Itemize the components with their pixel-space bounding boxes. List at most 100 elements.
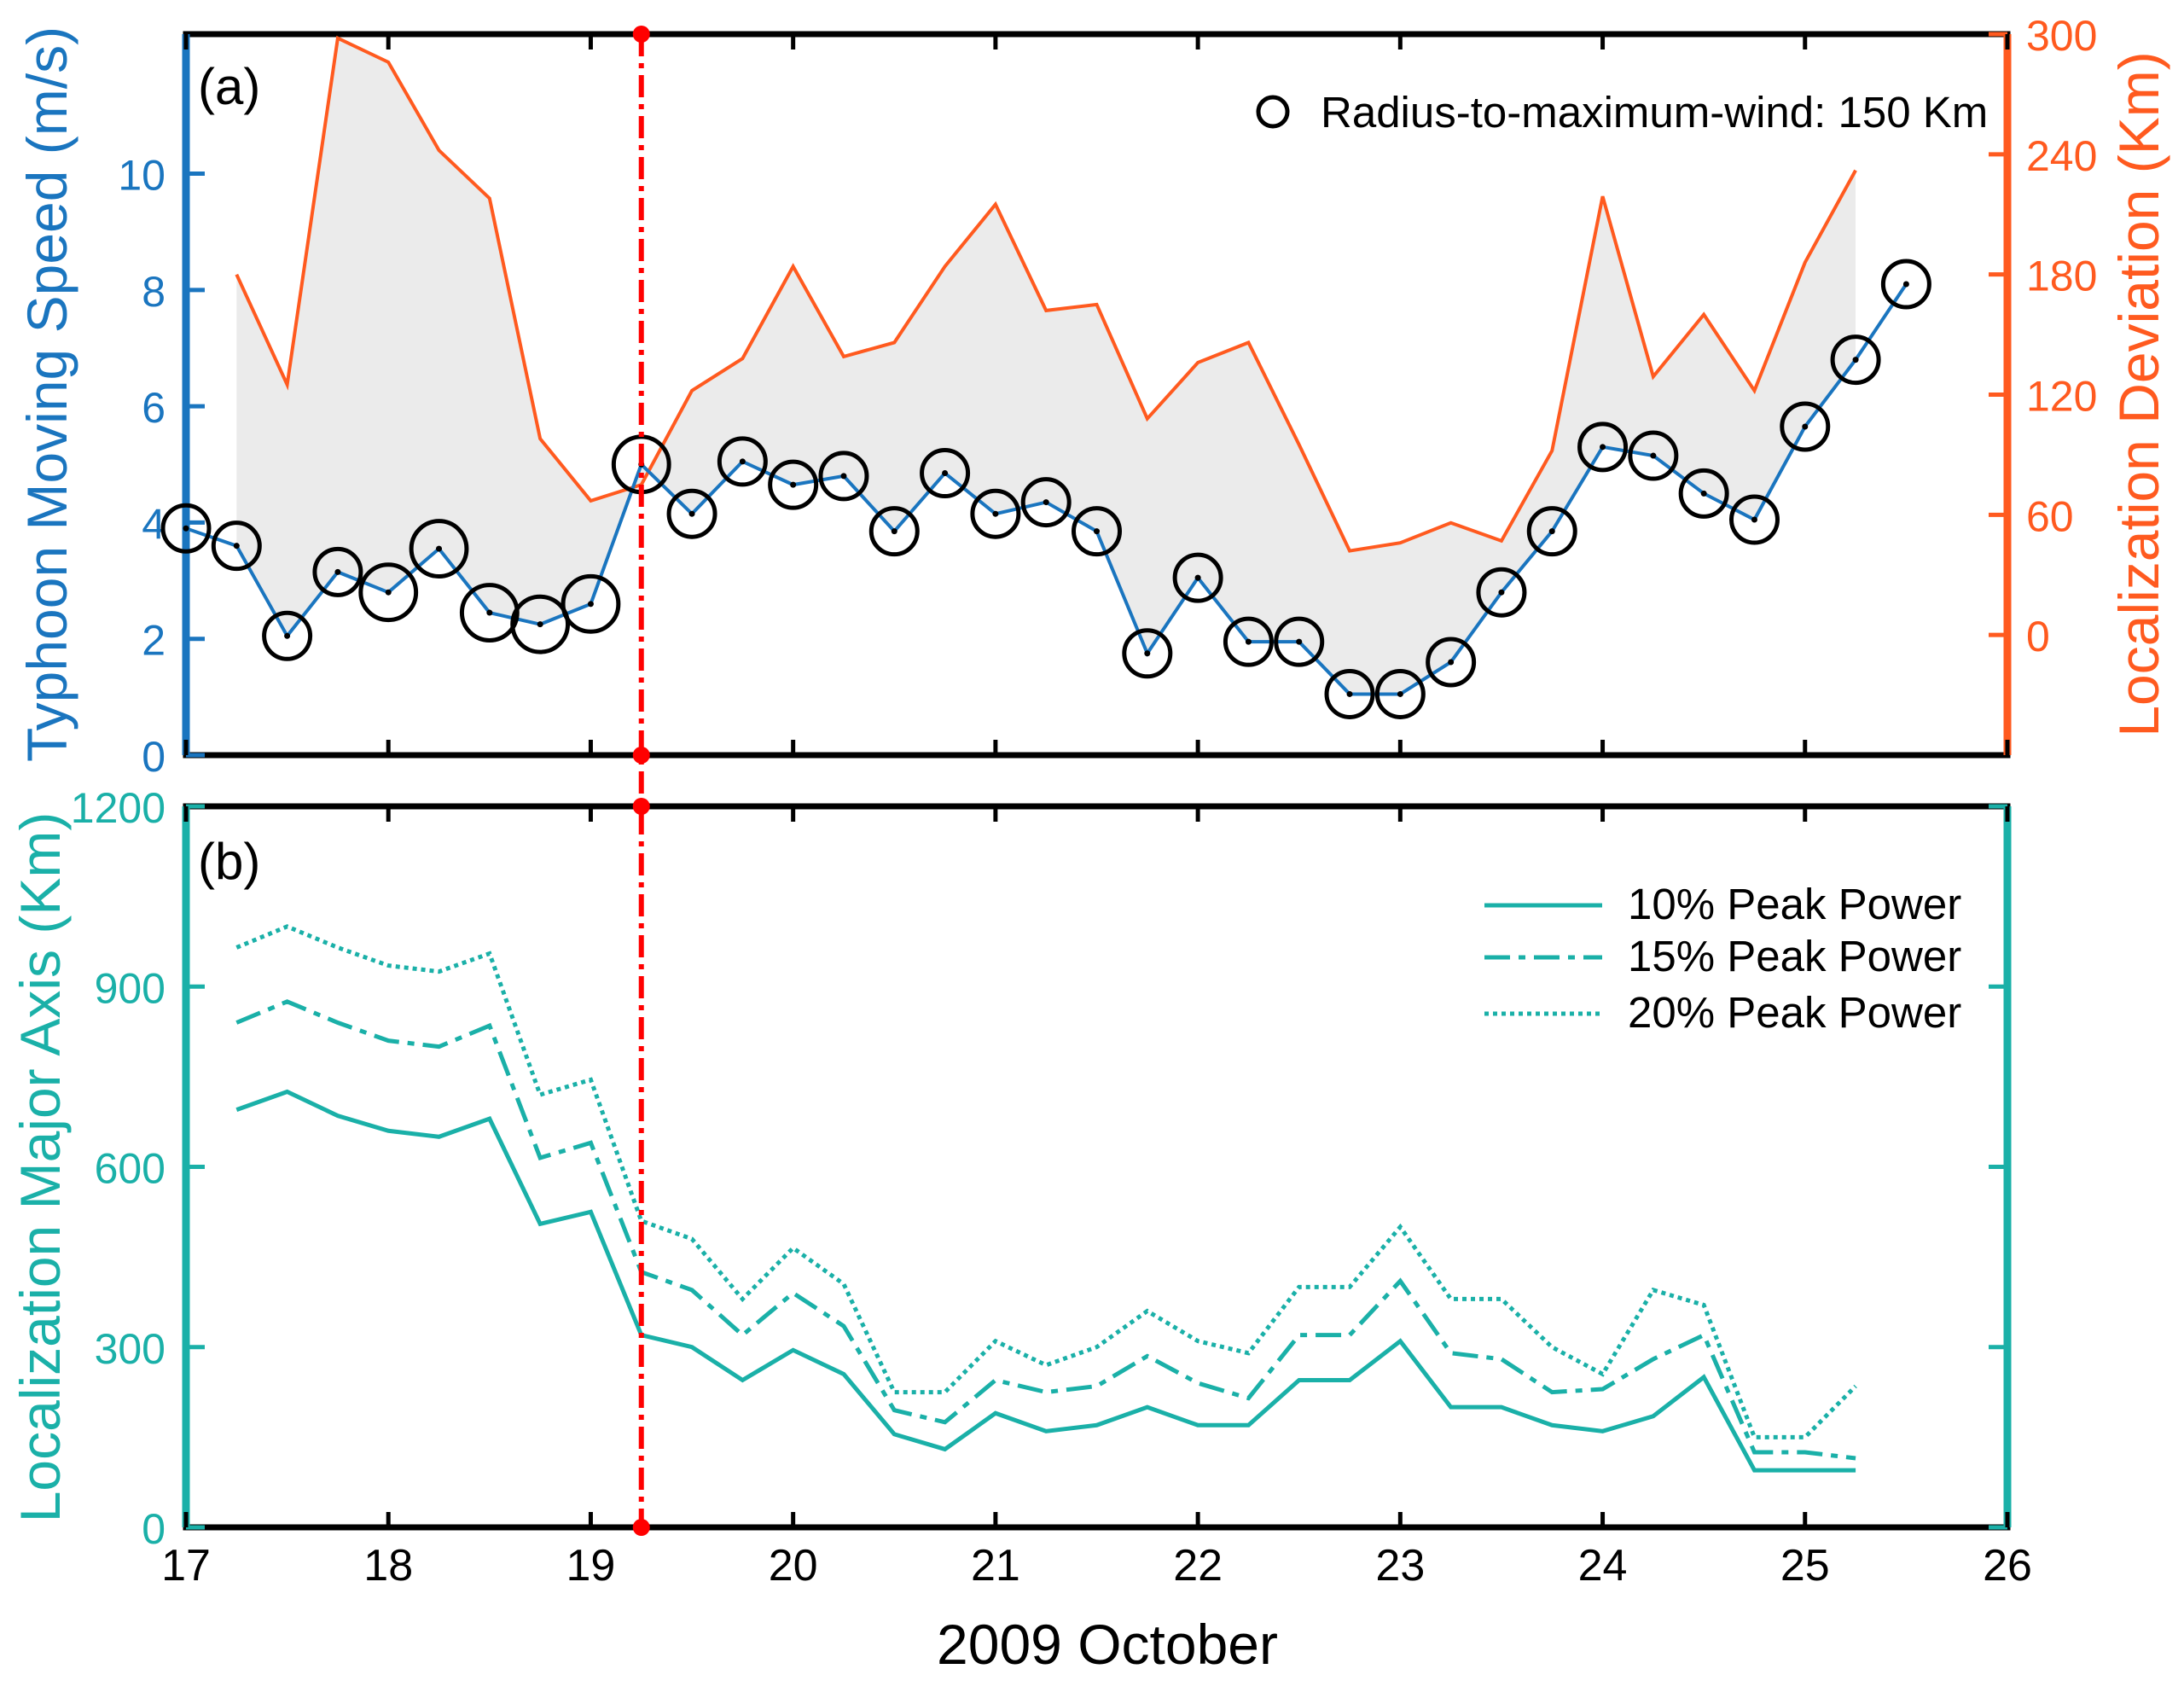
radius-circle (1426, 637, 1477, 688)
speed-points (183, 281, 1909, 697)
radius-circle (1476, 567, 1527, 618)
speed-tick-label: 8 (142, 268, 166, 316)
speed-point (1802, 423, 1809, 430)
speed-point (1650, 452, 1657, 459)
series-line-2 (235, 999, 1856, 1461)
speed-point (1144, 650, 1151, 657)
radius-circle (561, 573, 621, 634)
event-marker (632, 26, 650, 1536)
radius-circle (1324, 668, 1375, 719)
deviation-tick-label: 240 (2026, 132, 2097, 180)
speed-point (1296, 638, 1303, 645)
radius-circle (1374, 668, 1426, 719)
event-dot (632, 798, 650, 815)
x-tick-label: 22 (1173, 1541, 1223, 1590)
radius-circle (312, 546, 363, 597)
major-axis-series (235, 924, 1857, 1473)
speed-tick-label: 6 (142, 384, 166, 432)
radius-circle (717, 436, 768, 487)
speed-point (587, 601, 594, 608)
legend-circle-icon (1256, 95, 1290, 129)
speed-tick-label: 0 (142, 733, 166, 781)
speed-point (1600, 444, 1606, 451)
x-tick-label: 26 (1983, 1541, 2032, 1590)
speed-point (1245, 638, 1252, 645)
radius-circle (1880, 259, 1931, 310)
event-dot (632, 747, 650, 764)
speed-point (233, 543, 240, 550)
radius-circle (970, 488, 1021, 539)
major-axis-right-ticks (1989, 804, 2007, 1530)
speed-point (1498, 589, 1505, 596)
radius-circles (160, 259, 1931, 719)
radius-circle (1274, 616, 1325, 667)
speed-point (1852, 357, 1859, 363)
speed-point (992, 510, 999, 517)
radius-circle (1526, 506, 1577, 557)
radius-circle (1780, 401, 1831, 452)
x-tick-label: 20 (769, 1541, 818, 1590)
deviation-axis-title: Localization Deviation (Km) (2107, 51, 2170, 736)
speed-point (1346, 690, 1353, 697)
speed-point (334, 568, 341, 575)
legend-radius-label: Radius-to-maximum-wind: 150 Km (1321, 88, 1988, 137)
radius-circle (1122, 628, 1173, 679)
series-line-1 (235, 1089, 1856, 1473)
speed-point (1397, 690, 1403, 697)
x-tick-label: 23 (1375, 1541, 1425, 1590)
radius-circle (358, 562, 419, 623)
radius-circle (1072, 506, 1122, 557)
deviation-line (235, 35, 1857, 553)
speed-point (1094, 528, 1100, 535)
radius-circle (160, 503, 212, 554)
event-dot (632, 1519, 650, 1536)
speed-point (183, 525, 189, 532)
speed-point (486, 609, 493, 616)
speed-point (1548, 528, 1555, 535)
deviation-axis-ticks: 0 60 120 180 240 300 (1989, 12, 2097, 660)
panel-b-label: (b) (198, 833, 260, 890)
x-tick-label: 18 (363, 1541, 413, 1590)
legend-label-2: 15% Peak Power (1628, 932, 1961, 980)
speed-point (840, 473, 847, 480)
speed-tick-label: 2 (142, 617, 166, 665)
major-axis-tick-label: 1200 (71, 784, 166, 832)
major-axis-tick-label: 0 (142, 1505, 166, 1553)
radius-circle (1728, 494, 1780, 545)
x-axis-ticks: 17 18 19 20 21 22 23 24 25 26 (161, 806, 2032, 1590)
legend-label-3: 20% Peak Power (1628, 988, 1961, 1037)
radius-circle (818, 451, 869, 502)
x-tick-label: 21 (971, 1541, 1020, 1590)
legend-label-1: 10% Peak Power (1628, 880, 1961, 928)
speed-point (1902, 281, 1909, 288)
major-axis-ticks: 0 300 600 900 1200 (71, 784, 205, 1553)
radius-circle (1223, 616, 1274, 667)
radius-circle (920, 447, 971, 498)
speed-point (1751, 516, 1757, 523)
radius-circle (1020, 477, 1072, 528)
speed-point (1194, 574, 1201, 581)
radius-circle (1628, 430, 1679, 481)
x-tick-label: 24 (1578, 1541, 1628, 1590)
speed-point (942, 469, 949, 476)
x-axis-title: 2009 October (937, 1613, 1278, 1676)
event-dot (632, 26, 650, 43)
deviation-tick-label: 300 (2026, 12, 2097, 60)
major-axis-tick-label: 300 (95, 1325, 166, 1373)
radius-circle (868, 506, 920, 557)
speed-point (1043, 499, 1049, 506)
radius-circle (666, 488, 717, 539)
major-axis-tick-label: 900 (95, 964, 166, 1012)
x-tick-label: 17 (161, 1541, 211, 1590)
major-axis-tick-label: 600 (95, 1145, 166, 1193)
radius-circle (510, 594, 571, 654)
radius-circle (1577, 422, 1629, 473)
deviation-tick-label: 120 (2026, 373, 2097, 421)
speed-point (688, 510, 695, 517)
deviation-fill-area (236, 38, 1856, 695)
speed-tick-label: 10 (118, 152, 166, 200)
